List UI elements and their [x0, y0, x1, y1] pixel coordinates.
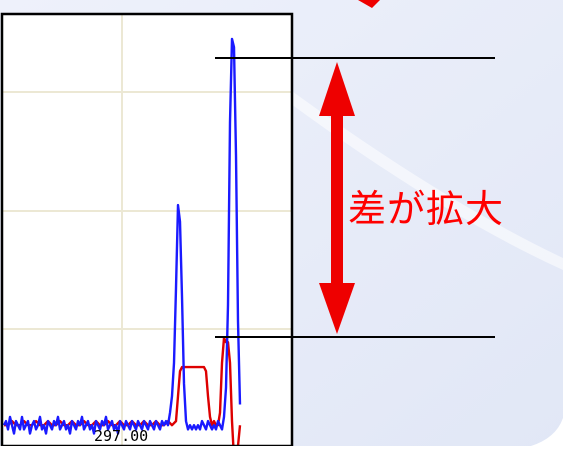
x-tick-label: 297.00	[94, 427, 148, 445]
panel-gloss	[230, 45, 563, 270]
series-group	[2, 37, 242, 446]
arrow-head-down	[319, 283, 355, 334]
arrow-shaft	[331, 114, 343, 286]
plot-area	[2, 14, 292, 446]
arrow-head-up	[319, 62, 355, 116]
difference-annotation: 差が拡大	[348, 187, 505, 231]
top-arrow-fragment	[358, 0, 380, 8]
double-arrow	[319, 62, 355, 334]
series-line-blue	[2, 37, 242, 435]
grid	[2, 14, 292, 446]
panel-corner	[531, 418, 563, 446]
